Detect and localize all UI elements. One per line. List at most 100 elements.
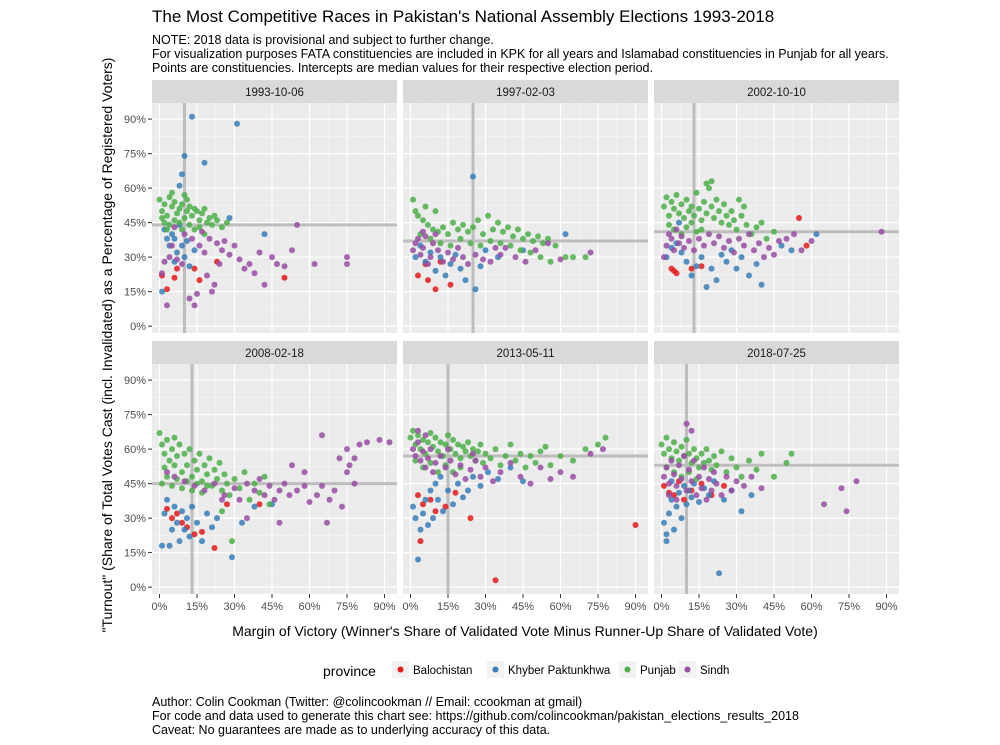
data-point (415, 439, 421, 446)
data-point (465, 439, 471, 446)
data-point (171, 224, 178, 231)
data-point (164, 302, 170, 309)
data-point (415, 272, 421, 279)
data-point (671, 247, 677, 254)
data-point (492, 244, 499, 251)
panel-strip (654, 341, 899, 364)
data-point (821, 501, 827, 508)
data-point (783, 235, 790, 242)
data-point (194, 519, 200, 526)
data-point (437, 240, 444, 247)
data-point (733, 226, 740, 233)
data-point (701, 242, 707, 249)
data-point (708, 487, 715, 494)
data-point (171, 462, 178, 469)
y-axis-label: "Turnout" (Share of Total Votes Cast (in… (99, 58, 115, 633)
x-tick-label: 60% (800, 601, 822, 613)
data-point (191, 247, 198, 254)
data-point (289, 462, 295, 469)
data-point (706, 476, 712, 482)
data-point (427, 459, 434, 466)
panel-strip (152, 80, 397, 103)
data-point (174, 256, 180, 263)
data-point (261, 473, 268, 480)
data-point (256, 501, 263, 508)
data-point (753, 261, 760, 267)
data-point (161, 258, 168, 265)
data-point (490, 226, 496, 233)
data-point (681, 482, 687, 489)
data-point (686, 208, 692, 215)
data-point (201, 205, 208, 212)
data-point (668, 235, 675, 242)
data-point (691, 247, 697, 254)
data-point (417, 538, 424, 545)
data-point (668, 496, 675, 503)
data-point (351, 455, 358, 462)
data-point (445, 231, 451, 238)
data-point (159, 441, 165, 448)
data-point (711, 240, 717, 247)
data-point (798, 247, 805, 254)
data-point (306, 499, 313, 505)
data-point (445, 487, 451, 494)
data-point (184, 196, 190, 203)
data-point (570, 457, 576, 464)
data-point (226, 251, 233, 258)
y-tick-label: 75% (124, 149, 146, 161)
data-point (326, 496, 333, 503)
data-point (600, 446, 606, 453)
data-point (181, 450, 188, 457)
data-point (477, 482, 484, 489)
data-point (179, 201, 185, 208)
data-point (500, 228, 506, 235)
data-point (713, 277, 720, 284)
data-point (445, 249, 451, 256)
data-point (763, 235, 770, 242)
data-point (159, 270, 165, 277)
data-point (803, 242, 810, 249)
data-point (181, 478, 188, 485)
data-point (678, 249, 685, 256)
data-point (733, 478, 740, 485)
data-point (746, 231, 752, 238)
data-point (532, 459, 539, 466)
data-point (666, 510, 672, 517)
data-point (698, 485, 705, 492)
data-point (761, 254, 767, 261)
data-point (495, 219, 501, 226)
data-point (751, 247, 757, 254)
data-point (179, 485, 185, 492)
data-point (231, 485, 238, 492)
data-point (289, 247, 295, 254)
data-point (181, 215, 188, 221)
data-point (437, 439, 444, 446)
data-point (169, 526, 175, 533)
data-point (547, 462, 554, 469)
data-point (422, 233, 429, 240)
data-point (171, 217, 178, 224)
data-point (219, 487, 225, 494)
data-point (171, 235, 178, 242)
data-point (736, 235, 742, 242)
data-point (294, 487, 300, 494)
legend-swatch (492, 666, 499, 673)
data-point (455, 480, 461, 487)
data-point (234, 120, 240, 127)
data-point (472, 251, 479, 258)
data-point (552, 242, 559, 249)
data-point (430, 240, 436, 247)
x-tick-label: 75% (587, 601, 609, 613)
data-point (174, 453, 180, 459)
data-point (231, 242, 238, 249)
data-point (226, 215, 233, 221)
data-point (480, 459, 486, 466)
data-point (460, 221, 466, 228)
data-point (673, 192, 680, 198)
data-point (457, 235, 464, 242)
data-point (706, 231, 712, 238)
data-point (477, 441, 484, 448)
data-point (251, 270, 258, 277)
legend-swatch (684, 666, 691, 673)
data-point (487, 258, 494, 265)
